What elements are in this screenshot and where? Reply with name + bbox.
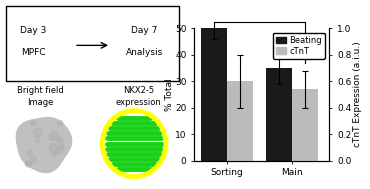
Circle shape [33,153,41,161]
Bar [227,81,253,161]
Y-axis label: % Total: % Total [165,78,174,111]
Circle shape [22,140,27,144]
Text: Day 7: Day 7 [131,26,158,35]
Circle shape [30,162,34,166]
Circle shape [33,125,40,132]
Circle shape [31,152,38,159]
Circle shape [28,130,35,136]
Bar [201,28,227,161]
Circle shape [49,122,59,131]
Text: Day 3: Day 3 [20,26,47,35]
Text: Analysis: Analysis [126,48,163,57]
Circle shape [34,127,41,133]
Circle shape [53,140,59,146]
Polygon shape [16,118,72,173]
Circle shape [27,140,34,147]
Text: Image: Image [27,98,54,107]
Legend: Beating, cTnT: Beating, cTnT [273,33,325,59]
FancyBboxPatch shape [6,6,179,81]
Text: Bright field: Bright field [17,86,64,95]
Circle shape [40,123,45,127]
Circle shape [48,124,53,129]
Circle shape [22,127,30,134]
Text: expression: expression [116,98,162,107]
Circle shape [36,119,45,127]
Y-axis label: cTnT Expression (a.i.u.): cTnT Expression (a.i.u.) [353,42,362,147]
Text: NKX2-5: NKX2-5 [123,86,154,95]
Circle shape [33,122,38,127]
Text: MPFC: MPFC [21,48,46,57]
Bar [266,68,292,161]
Bar [292,89,318,161]
